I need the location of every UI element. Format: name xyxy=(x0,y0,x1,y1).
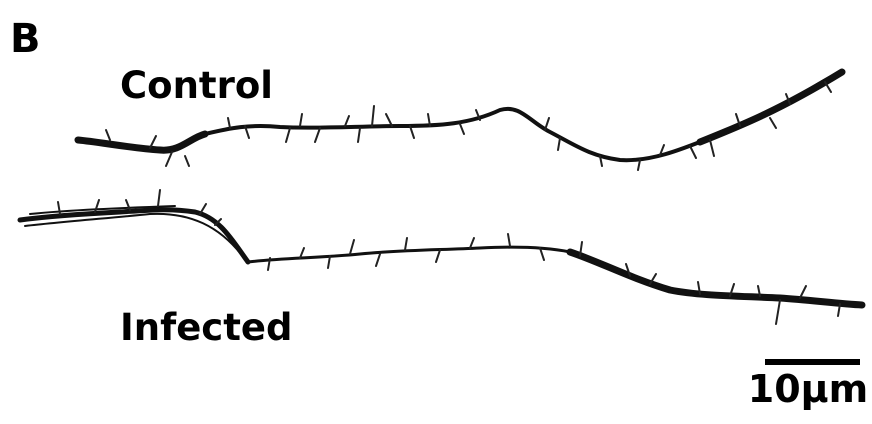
panel-label: B xyxy=(10,16,41,62)
scale-bar-label: 10µm xyxy=(748,367,868,411)
figure-panel: B Control Infected 10µm xyxy=(0,0,872,424)
infected-label: Infected xyxy=(120,306,293,349)
control-label: Control xyxy=(120,64,273,107)
